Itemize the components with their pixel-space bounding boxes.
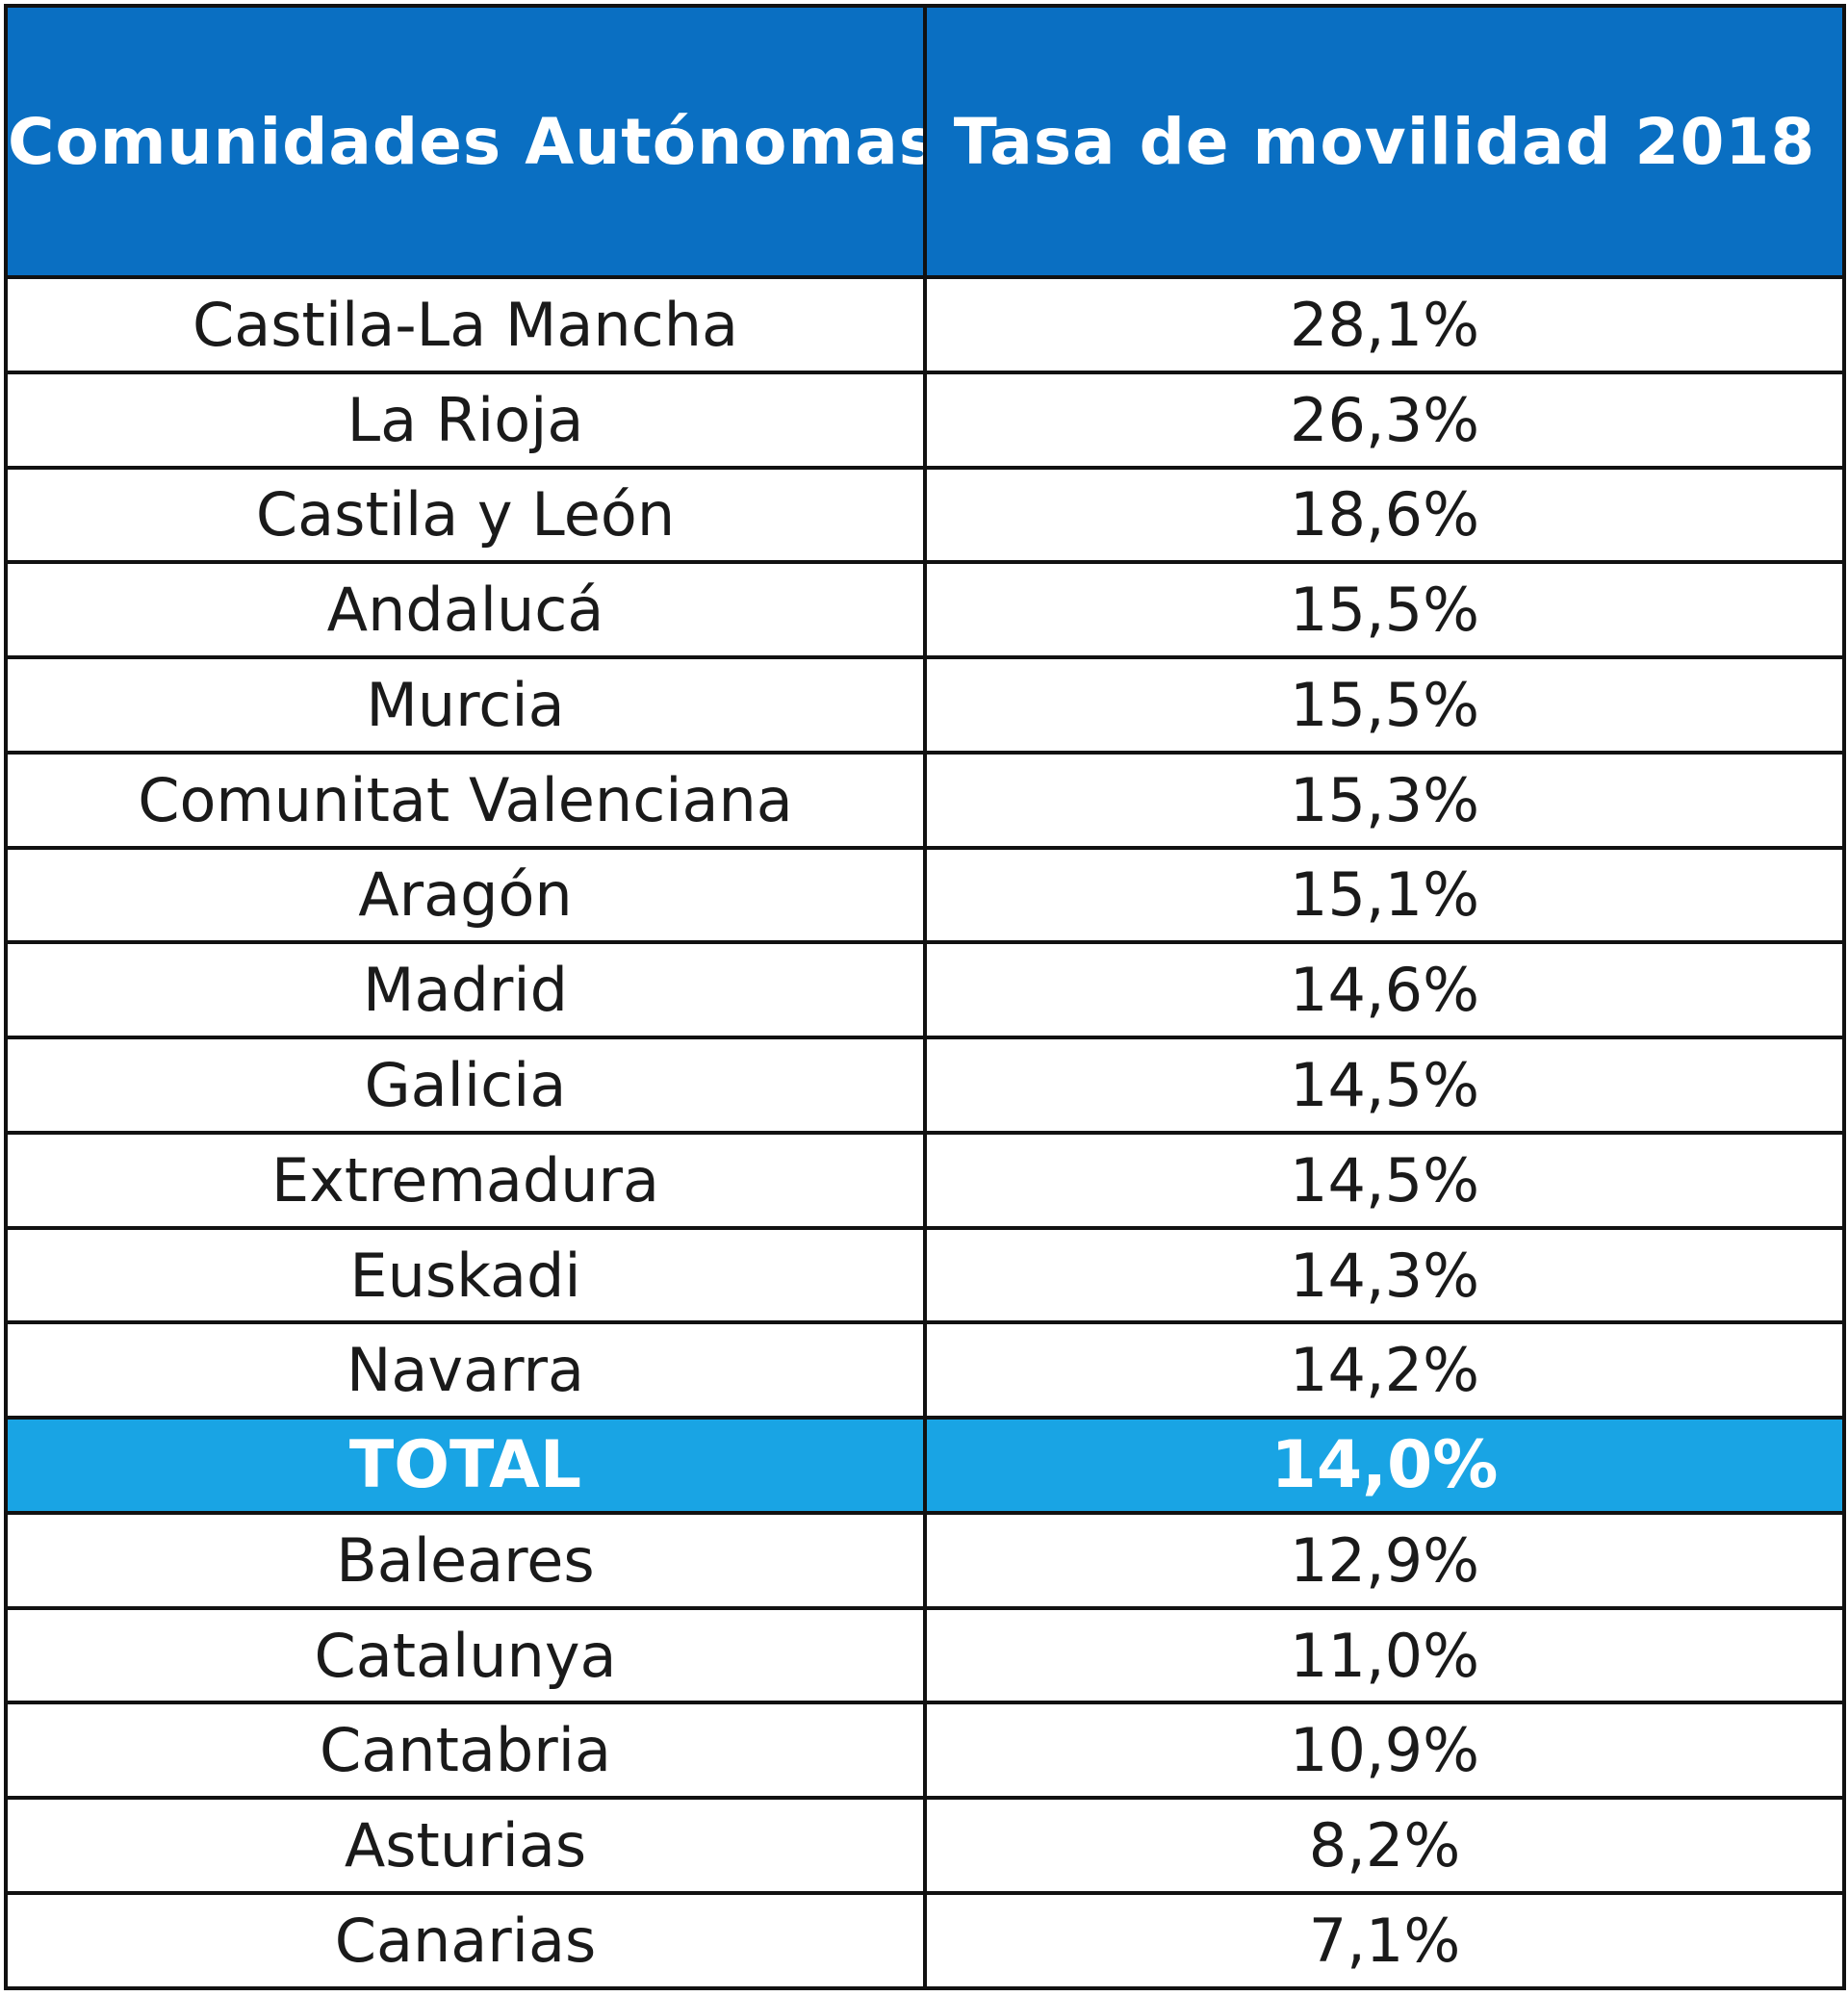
region-cell: Asturias — [4, 1796, 927, 1896]
header-row: Comunidades Autónomas Tasa de movilidad … — [4, 4, 1846, 279]
table-row: Catalunya 11,0% — [4, 1605, 1846, 1705]
table-row: Madrid 14,6% — [4, 940, 1846, 1040]
mobility-rate-table: Comunidades Autónomas Tasa de movilidad … — [4, 4, 1846, 1990]
rate-cell: 14,3% — [923, 1225, 1846, 1325]
rate-cell: 15,5% — [923, 560, 1846, 660]
region-cell: Comunitat Valenciana — [4, 750, 927, 850]
region-cell: Extremadura — [4, 1130, 927, 1230]
table-body: Castila-La Mancha 28,1% La Rioja 26,3% C… — [4, 275, 1846, 1990]
column-header-rate: Tasa de movilidad 2018 — [923, 4, 1846, 279]
rate-cell: 10,9% — [923, 1701, 1846, 1801]
table-row: Euskadi 14,3% — [4, 1225, 1846, 1325]
table-row: Baleares 12,9% — [4, 1510, 1846, 1610]
rate-cell: 11,0% — [923, 1605, 1846, 1705]
rate-cell: 12,9% — [923, 1510, 1846, 1610]
rate-cell: 28,1% — [923, 275, 1846, 374]
rate-cell: 15,3% — [923, 750, 1846, 850]
table-row: Asturias 8,2% — [4, 1796, 1846, 1896]
rate-cell: 15,5% — [923, 655, 1846, 755]
table-row: Castila-La Mancha 28,1% — [4, 275, 1846, 374]
region-cell: Madrid — [4, 940, 927, 1040]
region-cell: Aragón — [4, 845, 927, 945]
table-row: Galicia 14,5% — [4, 1036, 1846, 1135]
table-row: Cantabria 10,9% — [4, 1701, 1846, 1801]
rate-cell: 14,6% — [923, 940, 1846, 1040]
region-cell: Canarias — [4, 1891, 927, 1990]
rate-cell: 14,5% — [923, 1130, 1846, 1230]
total-label: TOTAL — [4, 1416, 927, 1515]
rate-cell: 14,2% — [923, 1320, 1846, 1420]
region-cell: Navarra — [4, 1320, 927, 1420]
table-row: Navarra 14,2% — [4, 1320, 1846, 1420]
table-row: Aragón 15,1% — [4, 845, 1846, 945]
region-cell: Castila-La Mancha — [4, 275, 927, 374]
rate-cell: 15,1% — [923, 845, 1846, 945]
table-header: Comunidades Autónomas Tasa de movilidad … — [4, 4, 1846, 279]
column-header-region: Comunidades Autónomas — [4, 4, 927, 279]
table-row: Castila y León 18,6% — [4, 465, 1846, 565]
table-row: Comunitat Valenciana 15,3% — [4, 750, 1846, 850]
region-cell: Castila y León — [4, 465, 927, 565]
region-cell: Murcia — [4, 655, 927, 755]
region-cell: Andalucá — [4, 560, 927, 660]
region-cell: Cantabria — [4, 1701, 927, 1801]
table-row: Canarias 7,1% — [4, 1891, 1846, 1990]
total-rate: 14,0% — [923, 1416, 1846, 1515]
rate-cell: 14,5% — [923, 1036, 1846, 1135]
table-row: Extremadura 14,5% — [4, 1130, 1846, 1230]
rate-cell: 8,2% — [923, 1796, 1846, 1896]
rate-cell: 26,3% — [923, 370, 1846, 470]
total-row: TOTAL 14,0% — [4, 1416, 1846, 1515]
region-cell: Catalunya — [4, 1605, 927, 1705]
rate-cell: 7,1% — [923, 1891, 1846, 1990]
region-cell: Galicia — [4, 1036, 927, 1135]
region-cell: Baleares — [4, 1510, 927, 1610]
rate-cell: 18,6% — [923, 465, 1846, 565]
region-cell: La Rioja — [4, 370, 927, 470]
table-row: La Rioja 26,3% — [4, 370, 1846, 470]
region-cell: Euskadi — [4, 1225, 927, 1325]
table-row: Murcia 15,5% — [4, 655, 1846, 755]
table-row: Andalucá 15,5% — [4, 560, 1846, 660]
